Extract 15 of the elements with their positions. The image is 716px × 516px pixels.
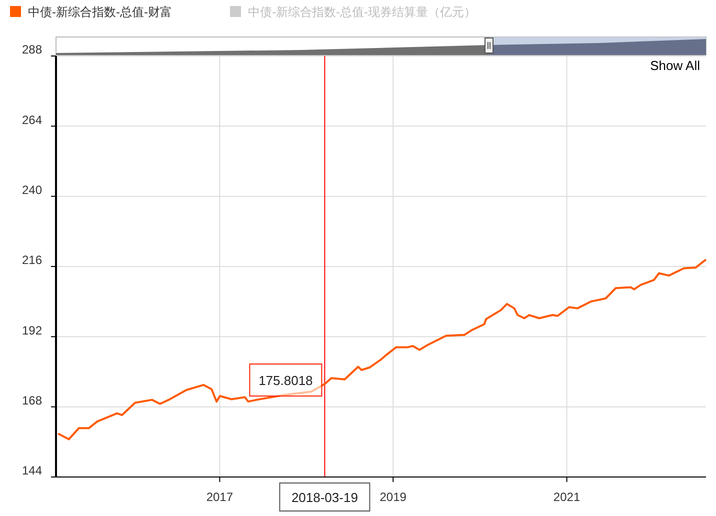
x-tick-label: 2019 bbox=[380, 490, 407, 504]
y-tick-label: 288 bbox=[22, 42, 42, 57]
y-tick-label: 168 bbox=[22, 393, 42, 408]
y-tick-label: 216 bbox=[22, 253, 42, 268]
y-tick-label: 144 bbox=[22, 464, 42, 478]
y-tick-label: 240 bbox=[22, 182, 42, 197]
y-tick-label: 264 bbox=[22, 112, 42, 127]
legend-label: 中债-新综合指数-总值-现券结算量（亿元） bbox=[248, 5, 476, 19]
x-tick-label: 2021 bbox=[553, 490, 580, 504]
legend-label: 中债-新综合指数-总值-财富 bbox=[28, 5, 172, 19]
ref-line-label: 2018-03-19 bbox=[291, 490, 358, 505]
annotation: Show All bbox=[650, 58, 700, 73]
x-tick-label: 2017 bbox=[206, 490, 234, 504]
annotation: 175.8018 bbox=[258, 373, 313, 388]
y-tick-label: 192 bbox=[22, 323, 42, 338]
